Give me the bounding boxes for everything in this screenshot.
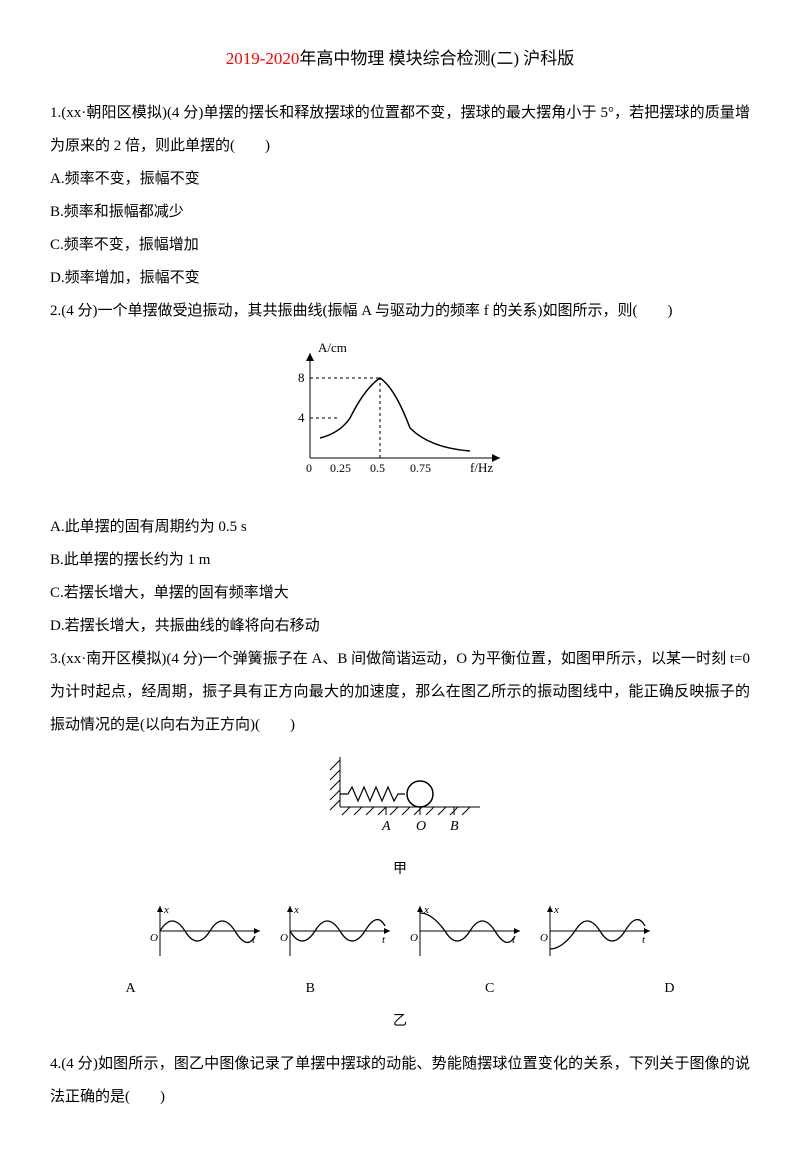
q2-ytick-8: 8 [298, 370, 305, 385]
q2-chart: A/cm 8 4 0 0.25 0.5 0.75 f/Hz [50, 338, 750, 501]
page-title: 2019-2020年高中物理 模块综合检测(二) 沪科版 [50, 40, 750, 77]
q3-opt-a: A [126, 974, 136, 1005]
q3-opt-b: B [306, 974, 315, 1005]
q2-xtick-075: 0.75 [410, 461, 431, 475]
q2-option-b: B.此单摆的摆长约为 1 m [50, 544, 750, 577]
q2-ytick-4: 4 [298, 410, 305, 425]
q2-xtick-05: 0.5 [370, 461, 385, 475]
q2-xtick-025: 0.25 [330, 461, 351, 475]
q2-xlabel: f/Hz [470, 460, 493, 475]
q3-label-b: B [450, 819, 459, 834]
q2-ylabel: A/cm [318, 340, 347, 355]
q3-label-a: A [381, 819, 391, 834]
svg-text:O: O [540, 932, 548, 944]
q2-option-d: D.若摆长增大，共振曲线的峰将向右移动 [50, 610, 750, 643]
title-black: 年高中物理 模块综合检测(二) 沪科版 [299, 49, 574, 68]
q1-option-d: D.频率增加，振幅不变 [50, 262, 750, 295]
svg-text:x: x [163, 904, 169, 916]
q1-stem: 1.(xx·朝阳区模拟)(4 分)单摆的摆长和释放摆球的位置都不变，摆球的最大摆… [50, 97, 750, 163]
q3-label-o: O [416, 819, 426, 834]
q2-option-a: A.此单摆的固有周期约为 0.5 s [50, 511, 750, 544]
svg-text:x: x [553, 904, 559, 916]
q3-stem: 3.(xx·南开区模拟)(4 分)一个弹簧振子在 A、B 间做简谐运动，O 为平… [50, 643, 750, 742]
q4-stem: 4.(4 分)如图所示，图乙中图像记录了单摆中摆球的动能、势能随摆球位置变化的关… [50, 1048, 750, 1114]
q1-option-a: A.频率不变，振幅不变 [50, 163, 750, 196]
q3-options-figure: x O t x O t x O t [50, 896, 750, 1038]
svg-text:O: O [150, 932, 158, 944]
q2-stem: 2.(4 分)一个单摆做受迫振动，其共振曲线(振幅 A 与驱动力的频率 f 的关… [50, 295, 750, 328]
q3-opt-c: C [485, 974, 494, 1005]
q3-diagram-top: A O B 甲 [50, 752, 750, 886]
q2-xtick-0: 0 [306, 461, 312, 475]
svg-text:t: t [642, 934, 646, 946]
q3-caption-top: 甲 [50, 855, 750, 886]
svg-text:x: x [293, 904, 299, 916]
svg-text:O: O [280, 932, 288, 944]
q1-option-b: B.频率和振幅都减少 [50, 196, 750, 229]
q1-option-c: C.频率不变，振幅增加 [50, 229, 750, 262]
svg-text:t: t [382, 934, 386, 946]
q3-caption-bottom: 乙 [50, 1007, 750, 1038]
svg-text:O: O [410, 932, 418, 944]
title-red: 2019-2020 [226, 49, 300, 68]
q3-opt-d: D [664, 974, 674, 1005]
q2-option-c: C.若摆长增大，单摆的固有频率增大 [50, 577, 750, 610]
